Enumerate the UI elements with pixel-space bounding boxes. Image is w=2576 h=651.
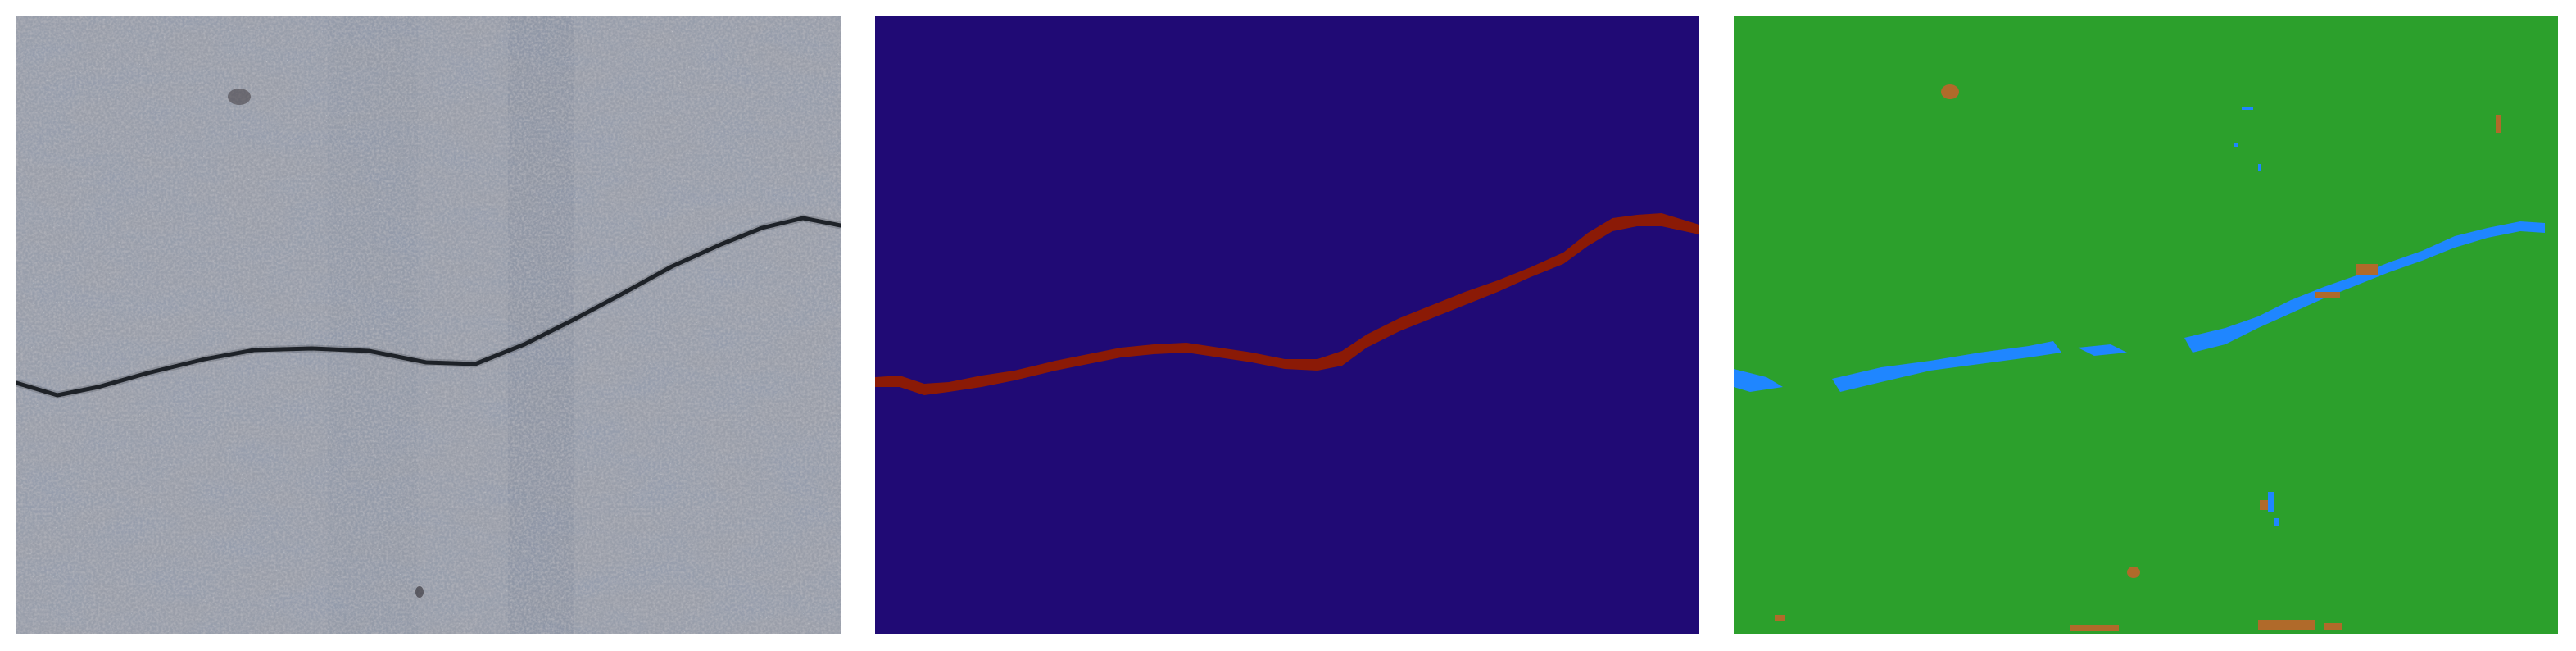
ground-truth-mask [875, 16, 1699, 634]
prediction-map-panel [1734, 16, 2558, 634]
predicted-noise-region [1775, 84, 2501, 631]
concrete-photo [16, 16, 841, 634]
ground-truth-mask-panel [875, 16, 1699, 634]
prediction-map [1734, 16, 2558, 634]
crack-line [16, 216, 841, 398]
predicted-crack-region [1734, 107, 2545, 526]
concrete-photo-panel [16, 16, 841, 634]
